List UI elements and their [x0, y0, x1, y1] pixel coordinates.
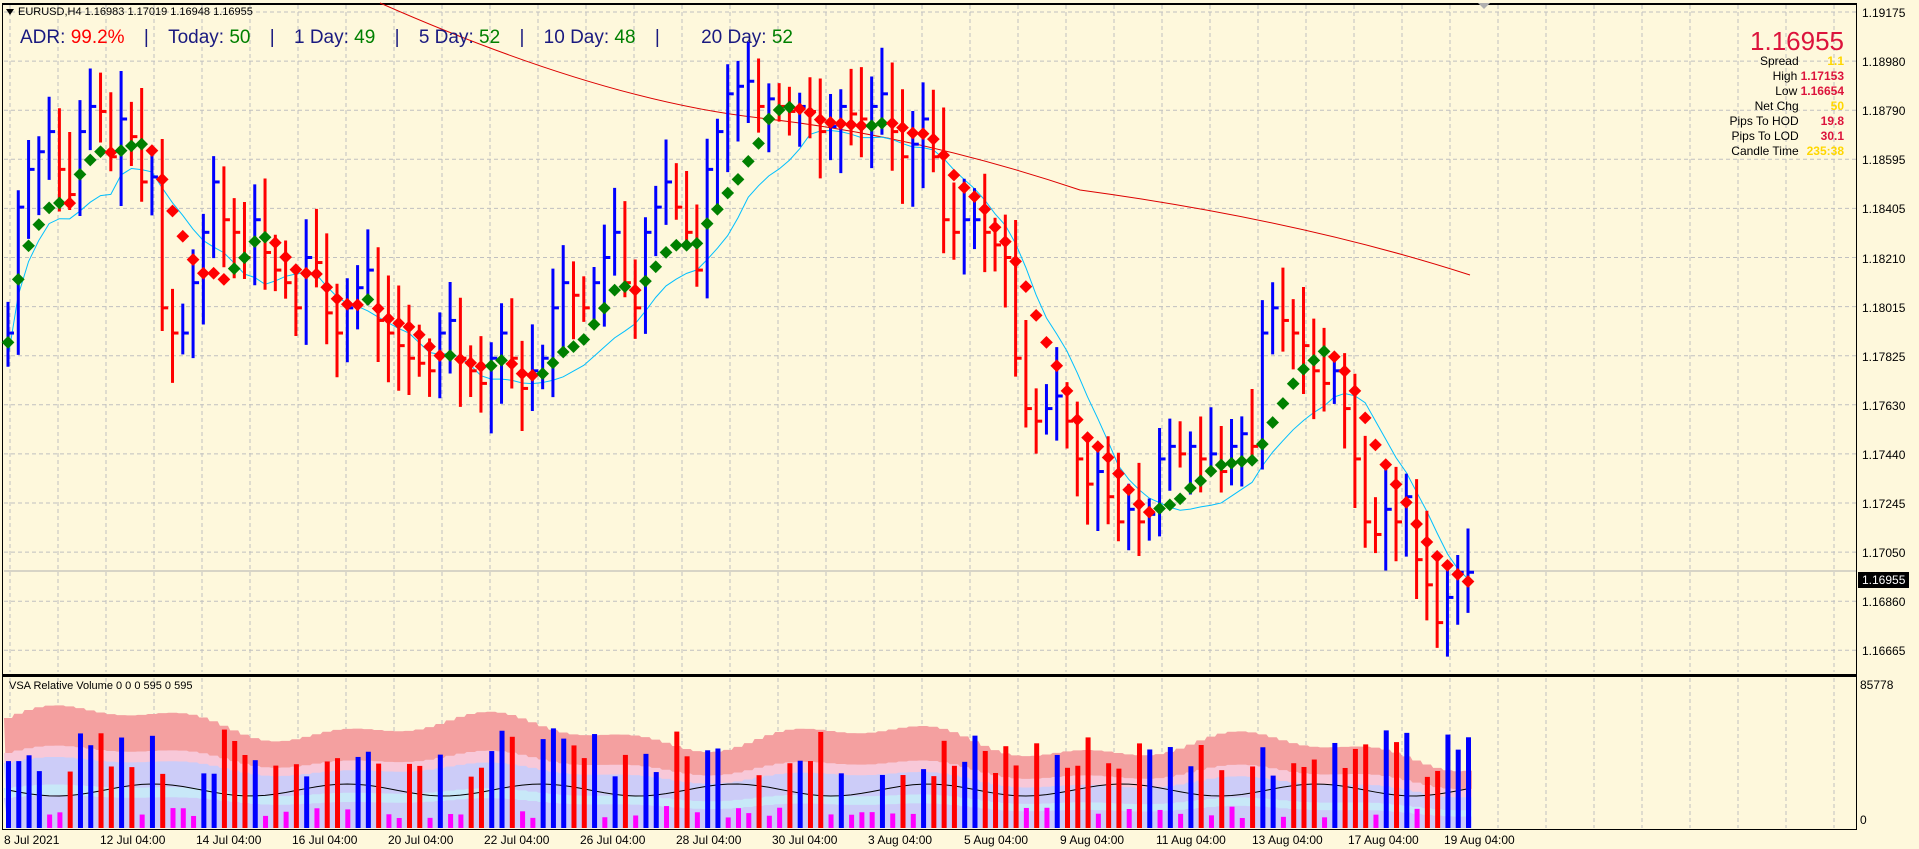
price-axis-label: 1.17050 — [1862, 546, 1906, 561]
time-axis-label: 20 Jul 04:00 — [388, 833, 454, 847]
separator: | — [143, 27, 149, 48]
five-day-value: 52 — [479, 27, 501, 48]
info-label: Low — [1775, 84, 1798, 98]
time-axis-label: 13 Aug 04:00 — [1252, 833, 1323, 847]
time-axis-label: 14 Jul 04:00 — [196, 833, 262, 847]
price-axis-label: 1.18210 — [1862, 251, 1906, 266]
price-axis-label: 1.18015 — [1862, 300, 1906, 315]
info-value: 30.1 — [1820, 129, 1844, 143]
info-row-net-chg: Net Chg 50 — [1730, 99, 1844, 114]
twenty-day-label: 20 Day: — [701, 27, 767, 48]
price-axis-label: 1.17825 — [1862, 349, 1906, 364]
time-axis-label: 12 Jul 04:00 — [100, 833, 166, 847]
adr-label: ADR: — [20, 27, 66, 48]
info-value: 50 — [1830, 99, 1844, 113]
volume-axis-min: 0 — [1860, 813, 1867, 827]
info-label: Candle Time — [1731, 144, 1799, 158]
time-axis-label: 9 Aug 04:00 — [1060, 833, 1125, 847]
volume-indicator-title: VSA Relative Volume 0 0 0 595 0 595 — [9, 680, 193, 692]
time-axis-label: 16 Jul 04:00 — [292, 833, 358, 847]
price-axis-label: 1.17245 — [1862, 497, 1906, 511]
current-price-tag: 1.16955 — [1858, 572, 1910, 588]
info-value: 1.1 — [1827, 54, 1844, 68]
today-value: 50 — [229, 27, 251, 48]
time-axis-label: 11 Aug 04:00 — [1156, 833, 1226, 847]
time-axis-label: 30 Jul 04:00 — [772, 833, 838, 847]
time-axis-label: 17 Aug 04:00 — [1348, 833, 1419, 847]
separator: | — [394, 27, 400, 48]
ten-day-label: 10 Day: — [543, 27, 610, 48]
info-label: High — [1772, 69, 1798, 83]
time-axis-label: 19 Aug 04:00 — [1444, 833, 1515, 847]
today-label: Today: — [168, 27, 225, 48]
price-axis-label: 1.18790 — [1862, 104, 1906, 119]
price-axis-label: 1.18595 — [1862, 153, 1906, 168]
time-axis-label: 5 Aug 04:00 — [964, 833, 1029, 847]
one-day-value: 49 — [354, 27, 376, 48]
info-row-spread: Spread 1.1 — [1730, 54, 1844, 69]
separator: | — [654, 27, 660, 48]
info-row-low: Low 1.16654 — [1730, 84, 1844, 99]
time-axis-label: 3 Aug 04:00 — [868, 833, 933, 847]
info-row-high: High 1.17153 — [1730, 69, 1844, 84]
adr-line: ADR: 99.2% | Today: 50 | 1 Day: 49 | 5 D… — [20, 27, 793, 49]
price-axis-label: 1.16665 — [1862, 644, 1906, 659]
info-label: Net Chg — [1754, 99, 1799, 113]
time-axis-label: 8 Jul 2021 — [4, 833, 60, 847]
price-axis-label: 1.17440 — [1862, 447, 1906, 462]
ten-day-value: 48 — [614, 27, 636, 48]
info-value: 1.16654 — [1800, 84, 1844, 98]
time-axis-label: 22 Jul 04:00 — [484, 833, 550, 847]
five-day-label: 5 Day: — [418, 27, 474, 48]
volume-axis-max: 85778 — [1860, 678, 1894, 692]
chart-shift-marker-icon[interactable] — [1478, 3, 1490, 9]
symbol-ohlc: EURUSD,H4 1.16983 1.17019 1.16948 1.1695… — [18, 6, 253, 18]
info-row-candle-time: Candle Time 235:38 — [1730, 144, 1844, 159]
separator: | — [269, 27, 275, 48]
current-price-big: 1.16955 — [1750, 26, 1844, 56]
one-day-label: 1 Day: — [293, 27, 349, 48]
price-axis-label: 1.18405 — [1862, 202, 1906, 217]
info-value: 1.17153 — [1800, 69, 1844, 83]
time-axis-label: 28 Jul 04:00 — [676, 833, 742, 847]
info-row-pips-to-hod: Pips To HOD 19.8 — [1730, 114, 1844, 129]
adr-value: 99.2% — [70, 27, 125, 48]
price-axis-label: 1.17630 — [1862, 398, 1906, 413]
info-value: 235:38 — [1806, 144, 1844, 158]
info-value: 19.8 — [1820, 114, 1844, 128]
twenty-day-value: 52 — [771, 27, 793, 48]
symbol-line: EURUSD,H4 1.16983 1.17019 1.16948 1.1695… — [6, 6, 253, 18]
separator: | — [519, 27, 525, 48]
dropdown-triangle-icon[interactable] — [6, 9, 14, 16]
time-axis-label: 26 Jul 04:00 — [580, 833, 646, 847]
price-axis-label: 1.18980 — [1862, 55, 1906, 70]
info-label: Pips To HOD — [1729, 114, 1799, 128]
price-axis-label: 1.16860 — [1862, 595, 1906, 610]
price-axis-label: 1.19175 — [1862, 6, 1906, 20]
info-label: Spread — [1759, 54, 1799, 68]
info-panel: 1.16955 Spread 1.1 High 1.17153 Low 1.1665… — [1730, 28, 1844, 159]
info-label: Pips To LOD — [1731, 129, 1799, 143]
info-row-pips-to-lod: Pips To LOD 30.1 — [1730, 129, 1845, 144]
price-pane[interactable] — [2, 3, 1857, 675]
